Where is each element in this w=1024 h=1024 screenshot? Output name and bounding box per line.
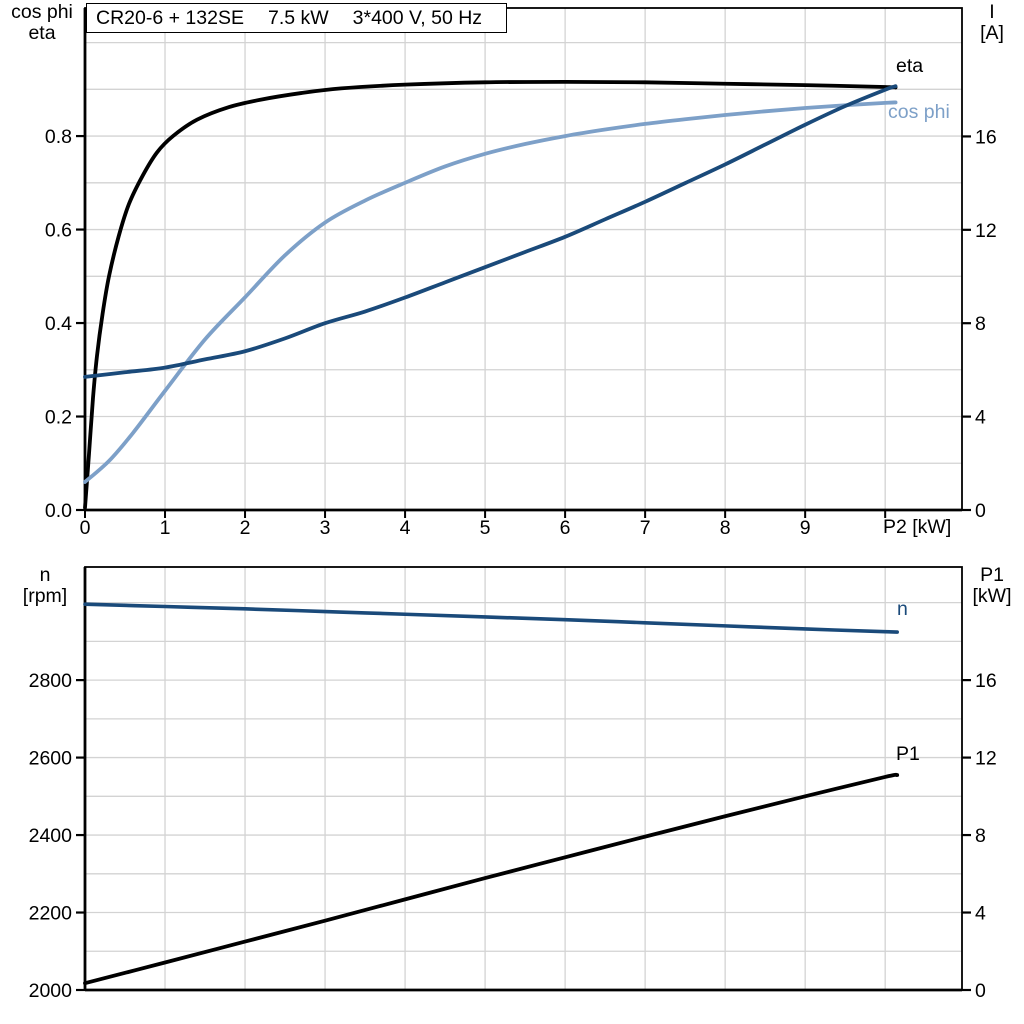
bottom-right-tick-label: 8: [975, 825, 986, 847]
bottom-right-axis-title: P1 [kW]: [962, 565, 1022, 607]
chart-title-box: CR20-6 + 132SE 7.5 kW 3*400 V, 50 Hz: [86, 3, 507, 33]
top-x-tick-label: 3: [320, 517, 331, 539]
axis-title-p1-unit: [kW]: [972, 585, 1012, 607]
chart-title-supply: 3*400 V, 50 Hz: [352, 6, 483, 29]
top-x-tick-label: 5: [480, 517, 491, 539]
top-right-axis-title: I [A]: [962, 2, 1022, 44]
top-left-axis-title: cos phi eta: [2, 2, 82, 44]
eta-curve-label: eta: [896, 55, 924, 77]
bottom-right-tick-label: 12: [975, 748, 997, 770]
bottom-right-tick-label: 0: [975, 980, 986, 1002]
cos-phi-curve: [83, 100, 898, 484]
top-left-tick-label: 0.4: [45, 313, 72, 335]
chart-title-model: CR20-6 + 132SE: [96, 6, 244, 29]
axis-title-speed-unit: [rpm]: [22, 585, 68, 607]
top-right-tick-label: 4: [975, 407, 986, 429]
top-left-tick-label: 0.6: [45, 220, 72, 242]
eta-curve: [83, 79, 898, 510]
top-x-tick-label: 4: [400, 517, 411, 539]
bottom-left-tick-label: 2000: [29, 980, 73, 1002]
top-x-tick-label: 6: [560, 517, 571, 539]
P1-curve: [83, 772, 900, 986]
axis-title-p1-line: P1: [980, 564, 1004, 586]
bottom-left-tick-label: 2600: [29, 748, 73, 770]
top-x-tick-label: 1: [160, 517, 171, 539]
I-curve: [83, 84, 898, 379]
top-x-tick-label: 2: [240, 517, 251, 539]
axis-title-cosphi-line: cos phi: [11, 1, 73, 23]
top-x-tick-label: 8: [720, 517, 731, 539]
axis-title-current-line: I: [989, 1, 995, 23]
top-left-tick-label: 0.8: [45, 126, 72, 148]
bottom-left-tick-label: 2400: [29, 825, 73, 847]
top-left-tick-label: 0.0: [45, 500, 72, 522]
top-right-tick-label: 0: [975, 500, 986, 522]
top-right-tick-label: 16: [975, 126, 997, 148]
n-curve-label: n: [897, 598, 908, 620]
top-left-tick-label: 0.2: [45, 407, 72, 429]
p1-curve-label: P1: [896, 743, 920, 765]
bottom-right-tick-label: 4: [975, 903, 986, 925]
bottom-left-tick-label: 2200: [29, 903, 73, 925]
cos-phi-curve-label: cos phi: [888, 101, 950, 123]
top-x-tick-label: 0: [80, 517, 91, 539]
top-right-tick-label: 8: [975, 313, 986, 335]
n-curve: [83, 602, 899, 634]
top-x-tick-label: 9: [800, 517, 811, 539]
axis-title-eta-line: eta: [28, 22, 56, 44]
axis-title-speed-line: n: [39, 564, 51, 586]
bottom-left-tick-label: 2800: [29, 670, 73, 692]
chart-title-power: 7.5 kW: [267, 6, 329, 29]
top-right-tick-label: 12: [975, 220, 997, 242]
axis-title-current-unit: [A]: [980, 22, 1004, 44]
x-axis-unit-label: P2 [kW]: [883, 516, 952, 538]
bottom-left-axis-title: n [rpm]: [6, 565, 84, 607]
bottom-right-tick-label: 16: [975, 670, 997, 692]
top-x-tick-label: 7: [640, 517, 651, 539]
